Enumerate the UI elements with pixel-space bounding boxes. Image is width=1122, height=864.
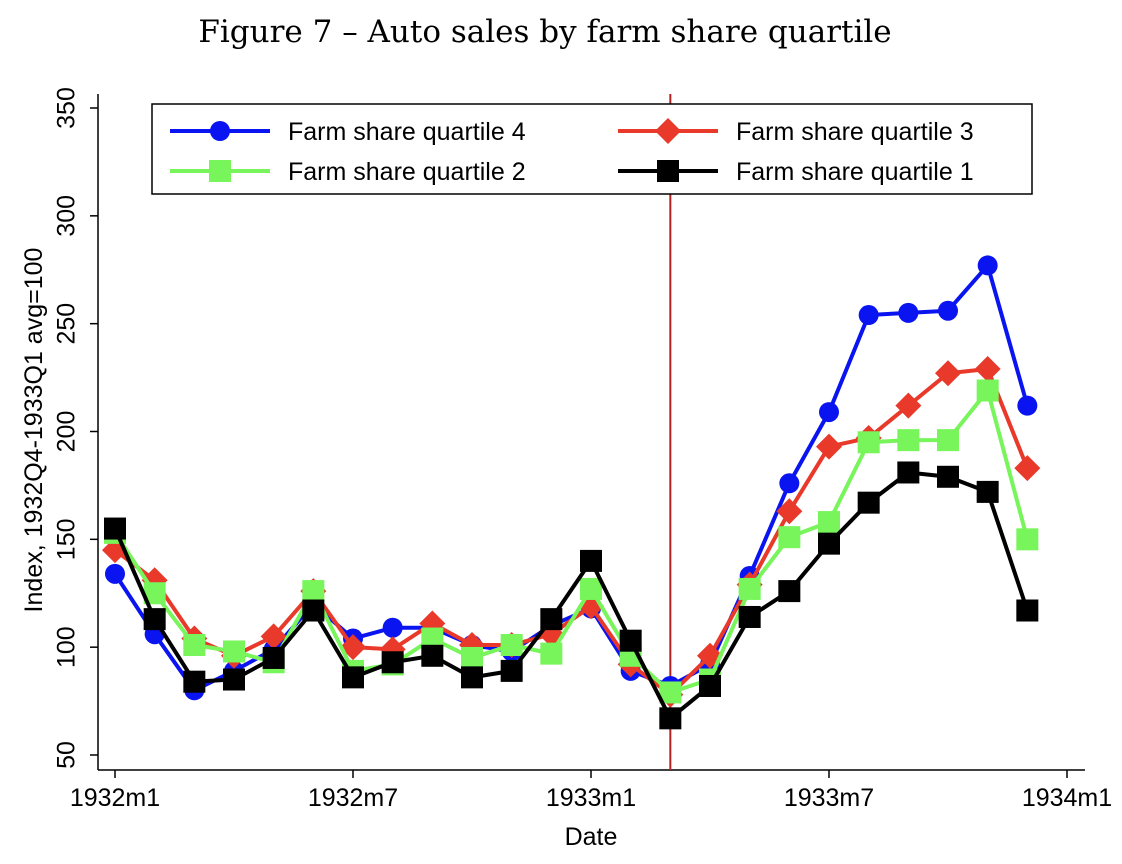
data-point: [779, 473, 800, 494]
data-point: [974, 355, 1001, 382]
series-line: [113, 470, 1030, 721]
data-point: [143, 582, 166, 605]
data-point: [342, 666, 364, 689]
data-point: [381, 651, 404, 674]
data-point: [540, 608, 563, 631]
legend-marker: [210, 121, 230, 141]
y-tick-label: 150: [53, 518, 81, 560]
data-point: [659, 681, 682, 704]
x-tick-label: 1933m7: [784, 784, 874, 812]
data-point: [143, 608, 166, 631]
data-point: [619, 629, 642, 652]
series-quartile-1: [104, 461, 1039, 730]
legend-marker: [209, 160, 231, 182]
data-point: [699, 674, 721, 697]
data-point: [223, 640, 245, 663]
data-point: [818, 511, 840, 534]
x-tick-label: 1933m1: [546, 784, 636, 812]
data-point: [540, 642, 563, 665]
legend-item: Farm share quartile 1: [618, 158, 974, 186]
y-tick-label: 100: [53, 626, 81, 668]
data-point: [816, 433, 842, 460]
data-point: [935, 360, 961, 387]
data-point: [260, 623, 287, 650]
data-point: [776, 498, 803, 525]
data-point: [580, 549, 602, 572]
legend-item: Farm share quartile 4: [170, 118, 526, 146]
data-point: [818, 532, 840, 555]
data-point: [1017, 395, 1038, 416]
data-point: [895, 392, 922, 419]
data-point: [421, 627, 444, 650]
data-point: [104, 517, 126, 540]
x-tick-label: 1932m1: [70, 784, 160, 812]
series-layer: [102, 255, 1041, 730]
data-point: [937, 429, 959, 452]
legend-marker: [657, 160, 679, 182]
axes: 50 100 150 200 250 300 350 1932m1 1932m7 1933m1 19…: [53, 87, 1113, 812]
data-point: [937, 465, 959, 488]
data-point: [778, 526, 801, 549]
x-axis-title: Date: [565, 823, 618, 851]
data-point: [897, 461, 920, 484]
data-point: [580, 577, 602, 600]
data-point: [898, 302, 919, 323]
y-tick-label: 200: [53, 411, 81, 453]
data-point: [183, 634, 206, 657]
data-point: [1014, 455, 1041, 482]
data-point: [1016, 599, 1039, 622]
legend-marker: [655, 118, 681, 144]
data-point: [382, 617, 403, 638]
data-point: [183, 670, 206, 693]
data-point: [500, 634, 523, 657]
data-point: [897, 429, 920, 452]
data-point: [976, 480, 999, 503]
data-point: [738, 605, 761, 628]
y-tick-label: 50: [53, 741, 81, 769]
data-point: [819, 402, 839, 423]
series-line: [113, 366, 1030, 697]
data-point: [1016, 528, 1039, 551]
data-point: [302, 580, 325, 603]
data-point: [976, 379, 999, 402]
figure-title: Figure 7 – Auto sales by farm share quar…: [198, 14, 891, 50]
data-point: [858, 305, 879, 326]
series-line: [113, 263, 1030, 693]
data-point: [500, 659, 523, 682]
legend-box: [151, 103, 1033, 195]
data-point: [778, 580, 801, 603]
data-point: [461, 666, 483, 689]
data-point: [262, 646, 285, 669]
y-tick-label: 300: [53, 195, 81, 237]
data-point: [302, 599, 325, 622]
data-point: [857, 491, 880, 514]
legend-label: Farm share quartile 1: [736, 158, 974, 186]
legend-label: Farm share quartile 3: [736, 118, 974, 146]
series-quartile-2: [104, 379, 1039, 704]
legend-item: Farm share quartile 3: [618, 118, 974, 146]
data-point: [421, 644, 444, 667]
data-point: [977, 255, 998, 276]
legend: Farm share quartile 4 Farm share quartile…: [151, 103, 1033, 195]
x-tick-label: 1934m1: [1022, 784, 1112, 812]
y-tick-label: 250: [53, 303, 81, 345]
legend-item: Farm share quartile 2: [170, 158, 526, 186]
legend-label: Farm share quartile 4: [288, 118, 526, 146]
y-axis-title: Index, 1932Q4-1933Q1 avg=100: [20, 248, 48, 613]
y-tick-label: 350: [53, 87, 81, 129]
data-point: [659, 707, 682, 730]
data-point: [938, 300, 958, 321]
legend-label: Farm share quartile 2: [288, 158, 526, 186]
data-point: [223, 668, 245, 691]
data-point: [857, 431, 880, 454]
data-point: [105, 563, 125, 584]
data-point: [738, 577, 761, 600]
data-point: [461, 646, 483, 669]
x-tick-label: 1932m7: [308, 784, 398, 812]
